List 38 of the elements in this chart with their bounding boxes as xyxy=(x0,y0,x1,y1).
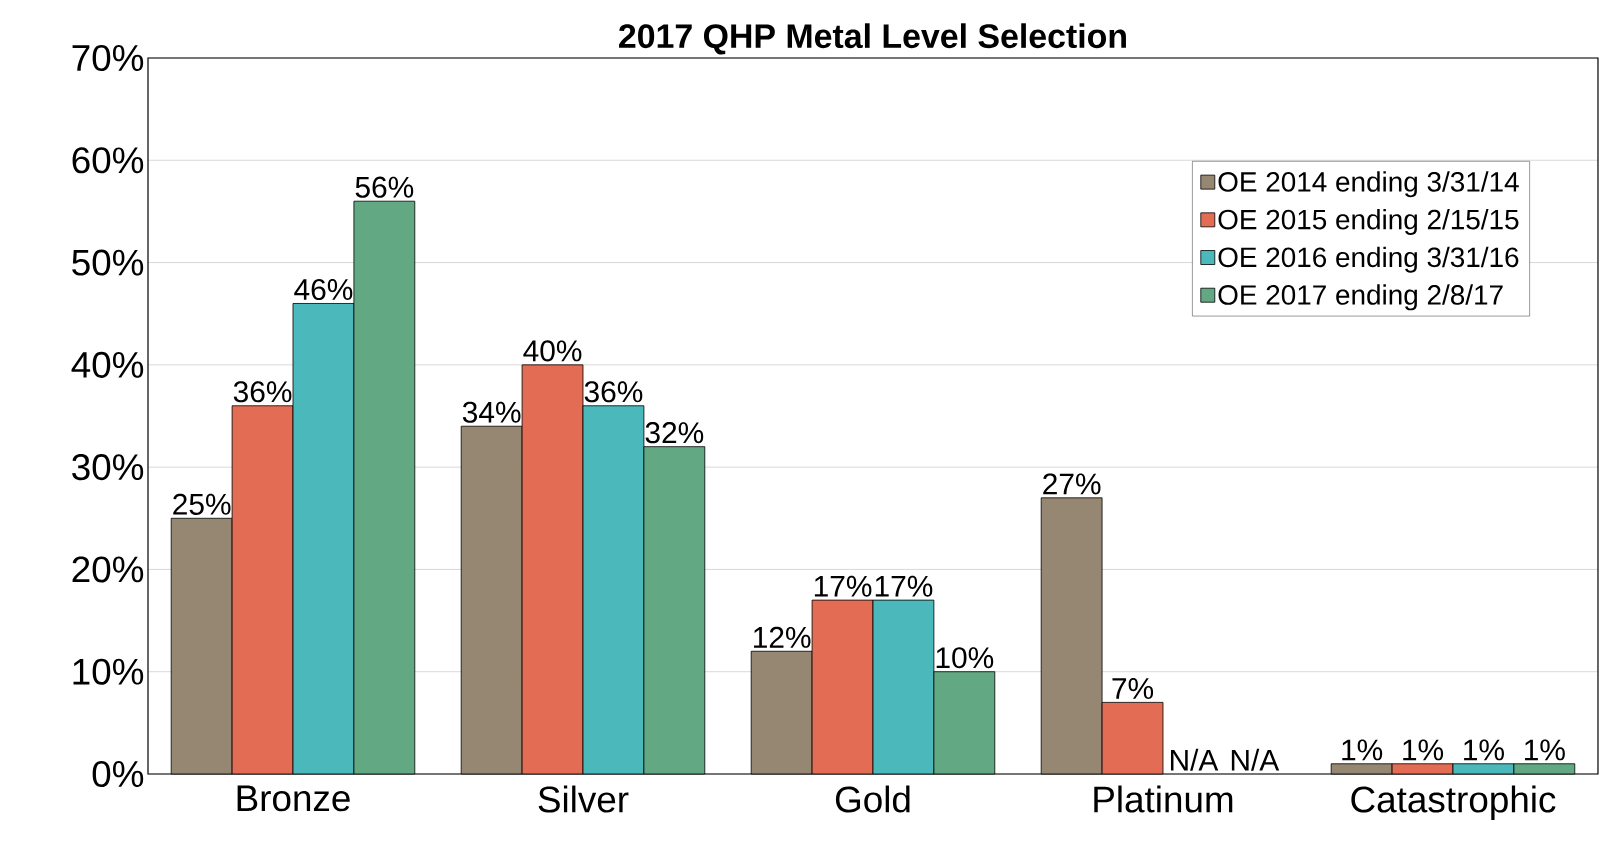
data-label: 56% xyxy=(355,176,414,198)
data-label: 36% xyxy=(233,381,292,403)
legend-label: OE 2014 ending 3/31/14 xyxy=(1218,171,1519,198)
y-tick-label: 40% xyxy=(71,351,144,378)
data-label: 1% xyxy=(1403,739,1444,761)
y-tick-label: 0% xyxy=(92,760,144,788)
data-label: 7% xyxy=(1112,678,1154,699)
y-tick-label: 70% xyxy=(72,44,144,72)
data-label: 1% xyxy=(1464,739,1504,761)
data-label: 34% xyxy=(462,401,521,423)
y-tick-label: 50% xyxy=(72,249,144,276)
legend-label: OE 2017 ending 2/8/17 xyxy=(1218,284,1503,311)
chart-title: 2017 QHP Metal Level Selection xyxy=(619,23,1126,55)
text: N/A xyxy=(1231,748,1280,771)
data-label: 1% xyxy=(1342,739,1383,761)
data-label: 1% xyxy=(1525,739,1565,761)
x-tick-label: Silver xyxy=(538,785,629,813)
y-tick-label: 20% xyxy=(72,556,144,583)
data-label: 17% xyxy=(814,575,872,597)
data-label: 12% xyxy=(754,626,811,648)
x-tick-label: Bronze xyxy=(237,785,350,812)
data-label: 36% xyxy=(584,381,643,403)
text: N/A xyxy=(1170,748,1219,771)
legend-label: OE 2015 ending 2/15/15 xyxy=(1218,208,1519,235)
data-label: 10% xyxy=(936,647,994,669)
y-tick-label: 10% xyxy=(73,658,144,685)
data-label: 32% xyxy=(645,422,704,444)
data-label: 40% xyxy=(523,340,582,362)
data-label: 17% xyxy=(875,575,933,597)
x-tick-label: Platinum xyxy=(1094,785,1233,813)
legend-label: OE 2016 ending 3/31/16 xyxy=(1218,246,1519,273)
y-tick-label: 60% xyxy=(72,147,144,174)
data-label: 27% xyxy=(1043,473,1101,495)
x-tick-label: Catastrophic xyxy=(1351,785,1556,820)
x-tick-label: Gold xyxy=(835,785,910,813)
y-tick-label: 30% xyxy=(72,454,144,481)
data-label: 46% xyxy=(294,278,353,301)
data-label: 25% xyxy=(173,493,231,515)
